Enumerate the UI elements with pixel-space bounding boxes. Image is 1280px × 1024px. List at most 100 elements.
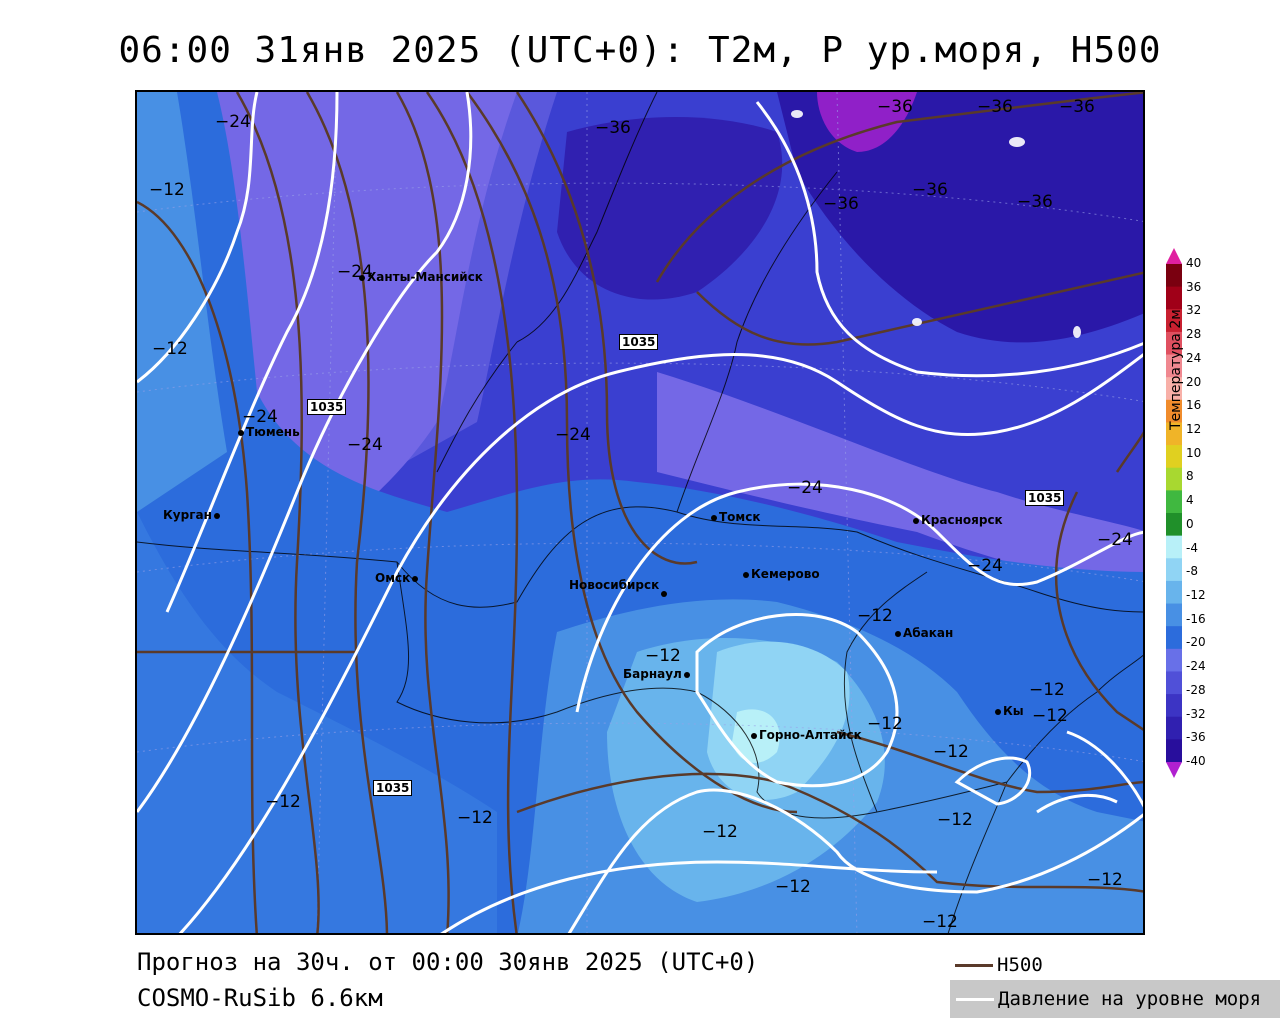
colorbar-segment xyxy=(1166,671,1182,695)
colorbar-tick-label: 12 xyxy=(1186,422,1202,436)
isotherm-label: −24 xyxy=(555,425,591,445)
colorbar-segment xyxy=(1166,626,1182,650)
city-omsk: Омск xyxy=(375,571,420,585)
colorbar-tick-label: -12 xyxy=(1186,588,1206,602)
colorbar-segment xyxy=(1166,694,1182,718)
colorbar-segment xyxy=(1166,354,1182,378)
zone-minus16-west xyxy=(137,92,227,512)
colorbar-bottom-arrow xyxy=(1166,762,1182,778)
colorbar-segment xyxy=(1166,445,1182,469)
isotherm-label: −24 xyxy=(242,407,278,427)
city-dot-icon xyxy=(238,429,244,436)
graticule xyxy=(137,92,1143,933)
forecast-info: Прогноз на 30ч. от 00:00 30янв 2025 (UTC… xyxy=(137,948,759,976)
isotherm-label: −12 xyxy=(933,742,969,762)
colorbar-segment xyxy=(1166,309,1182,333)
city-khanty-mansiysk: Ханты-Мансийск xyxy=(359,270,483,284)
isotherm-label: −24 xyxy=(347,435,383,455)
isotherm-label: −12 xyxy=(645,646,681,666)
city-dot-icon xyxy=(751,732,757,739)
colorbar-segment xyxy=(1166,603,1182,627)
isobar-label: 1035 xyxy=(1025,490,1065,506)
city-dot-icon xyxy=(895,630,901,637)
city-gorno-altaysk: Горно-Алтайск xyxy=(751,728,862,742)
isotherm-label: −12 xyxy=(867,714,903,734)
city-dot-icon xyxy=(359,274,365,281)
colorbar-segment xyxy=(1166,558,1182,582)
colorbar-tick-label: -20 xyxy=(1186,635,1206,650)
colorbar-segment xyxy=(1166,648,1182,672)
city-tomsk: Томск xyxy=(711,510,761,524)
isotherm-label: −12 xyxy=(149,180,185,200)
isotherm-label: −12 xyxy=(922,912,958,932)
colorbar-segment xyxy=(1166,422,1182,446)
isotherm-label: −12 xyxy=(265,792,301,812)
colorbar-segment xyxy=(1166,490,1182,514)
isotherm-label: −24 xyxy=(1097,530,1133,550)
isotherm-label: −24 xyxy=(967,556,1003,576)
city-dot-icon xyxy=(995,708,1001,715)
zone-minus36 xyxy=(777,92,1143,343)
colorbar-tick-label: -36 xyxy=(1186,730,1206,745)
isotherm-label: −36 xyxy=(1059,97,1095,117)
zone-minus40 xyxy=(817,92,917,152)
isotherm-label: −12 xyxy=(775,877,811,897)
colorbar-tick-label: -40 xyxy=(1186,754,1206,768)
model-name: COSMO-RuSib 6.6км xyxy=(137,984,383,1012)
city-dot-icon xyxy=(913,517,919,524)
colorbar-tick-label: -16 xyxy=(1186,611,1206,626)
colorbar-segment xyxy=(1166,467,1182,491)
colorbar-top-arrow xyxy=(1166,248,1182,264)
city-dot-icon xyxy=(711,514,717,521)
isotherm-label: −12 xyxy=(857,606,893,626)
isotherm-label: −12 xyxy=(702,822,738,842)
city-dot-icon xyxy=(661,591,668,597)
legend-h500: H500 xyxy=(955,954,1043,976)
map-canvas xyxy=(137,92,1143,933)
isobar-label: 1035 xyxy=(307,399,347,415)
zone-minus32 xyxy=(557,117,783,300)
city-tyumen: Тюмень xyxy=(238,425,300,439)
colorbar-segment xyxy=(1166,513,1182,537)
isotherm-label: −24 xyxy=(787,478,823,498)
isotherm-label: −12 xyxy=(1029,680,1065,700)
zone-minus8 xyxy=(707,641,850,800)
isotherm-label: −12 xyxy=(1087,870,1123,890)
colorbar-segment xyxy=(1166,377,1182,401)
colorbar-tick-label: -32 xyxy=(1186,706,1206,721)
colorbar-title: Температура 2м xyxy=(1168,309,1184,430)
colorbar-tick-label: -24 xyxy=(1186,659,1206,674)
isobar-label: 1035 xyxy=(619,334,659,350)
city-kemerovo: Кемерово xyxy=(743,567,820,581)
isotherm-label: −12 xyxy=(937,810,973,830)
colorbar-segment xyxy=(1166,399,1182,423)
colorbar-segment xyxy=(1166,331,1182,356)
isotherm-label: −12 xyxy=(457,808,493,828)
colorbar-tick-label: -4 xyxy=(1186,540,1198,555)
colorbar-tick-label: 36 xyxy=(1186,279,1202,294)
zone-minus24-east xyxy=(657,372,1143,592)
h500-line-icon xyxy=(955,964,993,967)
colorbar-tick-label: -8 xyxy=(1186,564,1198,579)
isotherm-label: −36 xyxy=(977,97,1013,117)
pressure-isobars xyxy=(137,92,1143,933)
city-dot-icon xyxy=(213,512,220,519)
colorbar-tick-label: 8 xyxy=(1186,469,1194,484)
colorbar-tick-label: 24 xyxy=(1186,350,1202,365)
colorbar-tick-label: 40 xyxy=(1186,256,1202,270)
colorbar-tick-label: 4 xyxy=(1186,493,1194,508)
temperature-colorbar xyxy=(1166,248,1182,778)
isotherm-label: −36 xyxy=(877,97,913,117)
colorbar-tick-label: 32 xyxy=(1186,303,1202,318)
zone-minus18 xyxy=(137,512,497,933)
isotherm-label: −24 xyxy=(215,112,251,132)
isotherm-label: −12 xyxy=(1032,706,1068,726)
legend-pressure: Давление на уровне моря xyxy=(950,980,1280,1018)
city-krasnoyarsk: Красноярск xyxy=(913,513,1003,527)
colorbar-segment xyxy=(1166,286,1182,310)
colorbar-tick-label: -28 xyxy=(1186,682,1206,697)
city-kurgan: Курган xyxy=(163,508,222,522)
pressure-line-icon xyxy=(956,998,994,1001)
city-barnaul: Барнаул xyxy=(623,667,692,681)
colorbar-tick-label: 28 xyxy=(1186,327,1202,342)
